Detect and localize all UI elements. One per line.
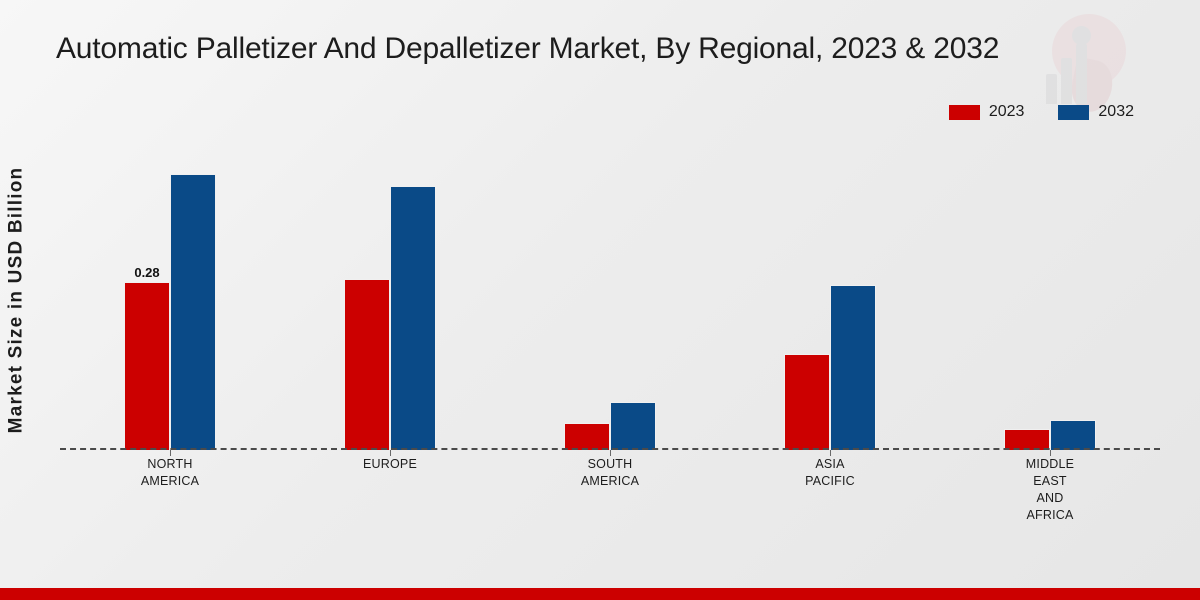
bar-2032-europe[interactable] (390, 186, 436, 450)
x-axis-tick (1050, 450, 1051, 456)
bar-2023-europe[interactable] (344, 279, 390, 450)
plot-area: 0.28 (60, 150, 1160, 456)
x-axis-label-line: AMERICA (140, 474, 200, 488)
x-axis-tick (170, 450, 171, 456)
x-axis-label-line: ASIA (815, 457, 845, 471)
legend-item-2023[interactable]: 2023 (948, 103, 1025, 121)
bar-group (940, 150, 1160, 456)
bar-group: 0.28 (60, 150, 280, 456)
bar-group (720, 150, 940, 456)
x-axis-label-line: PACIFIC (805, 474, 855, 488)
x-axis-label-line: EAST (1033, 474, 1067, 488)
x-axis-label: EUROPE (280, 456, 500, 524)
bar-pair (784, 285, 876, 456)
x-axis-label-line: AND (1036, 491, 1064, 505)
x-axis-label: NORTH AMERICA (60, 456, 280, 524)
watermark-bar-1 (1046, 74, 1057, 104)
chart-legend: 2023 2032 (948, 103, 1134, 121)
x-axis-tick (390, 450, 391, 456)
legend-item-2032[interactable]: 2032 (1058, 103, 1134, 121)
x-axis-tick (830, 450, 831, 456)
bar-2032-south-america[interactable] (610, 402, 656, 450)
bar-2023-south-america[interactable] (564, 423, 610, 450)
bar-2032-asia-pacific[interactable] (830, 285, 876, 450)
bar-pair (344, 186, 436, 456)
x-axis-label-line: EUROPE (363, 457, 417, 471)
bar-pair (1004, 420, 1096, 456)
x-axis-label: MIDDLE EAST AND AFRICA (940, 456, 1160, 524)
x-axis-label-line: AFRICA (1026, 508, 1074, 522)
footer-bar (0, 588, 1200, 600)
x-axis-label-line: AMERICA (580, 474, 640, 488)
legend-label-2023: 2023 (988, 103, 1025, 120)
bar-group (500, 150, 720, 456)
x-axis-baseline (60, 448, 1160, 450)
y-axis-title: Market Size in USD Billion (0, 0, 33, 600)
legend-label-2032: 2032 (1098, 103, 1134, 120)
x-axis-label-line: SOUTH (587, 457, 633, 471)
x-axis-tick (610, 450, 611, 456)
bar-2023-middle-east-and-africa[interactable] (1004, 429, 1050, 450)
x-axis-tick-labels: NORTH AMERICA EUROPE SOUTH AMERICA ASIA PACIFI… (60, 456, 1160, 524)
bar-2023-north-america[interactable]: 0.28 (124, 265, 170, 450)
bar-2032-north-america[interactable] (170, 174, 216, 450)
bar-pair (564, 402, 656, 456)
legend-swatch-2023 (948, 104, 980, 120)
chart-title: Automatic Palletizer And Depalletizer Ma… (56, 32, 1000, 65)
legend-swatch-2032 (1058, 104, 1090, 120)
bar-groups: 0.28 (60, 150, 1160, 456)
bar-2032-middle-east-and-africa[interactable] (1050, 420, 1096, 450)
x-axis-label-line: NORTH (147, 457, 193, 471)
bar-value-label: 0.28 (134, 265, 160, 280)
x-axis-label-line: MIDDLE (1025, 457, 1075, 471)
bar-pair: 0.28 (124, 174, 216, 456)
x-axis-label: SOUTH AMERICA (500, 456, 720, 524)
bar-2023-asia-pacific[interactable] (784, 354, 830, 450)
y-axis-title-text: Market Size in USD Billion (5, 166, 27, 434)
bar-group (280, 150, 500, 456)
x-axis-label: ASIA PACIFIC (720, 456, 940, 524)
